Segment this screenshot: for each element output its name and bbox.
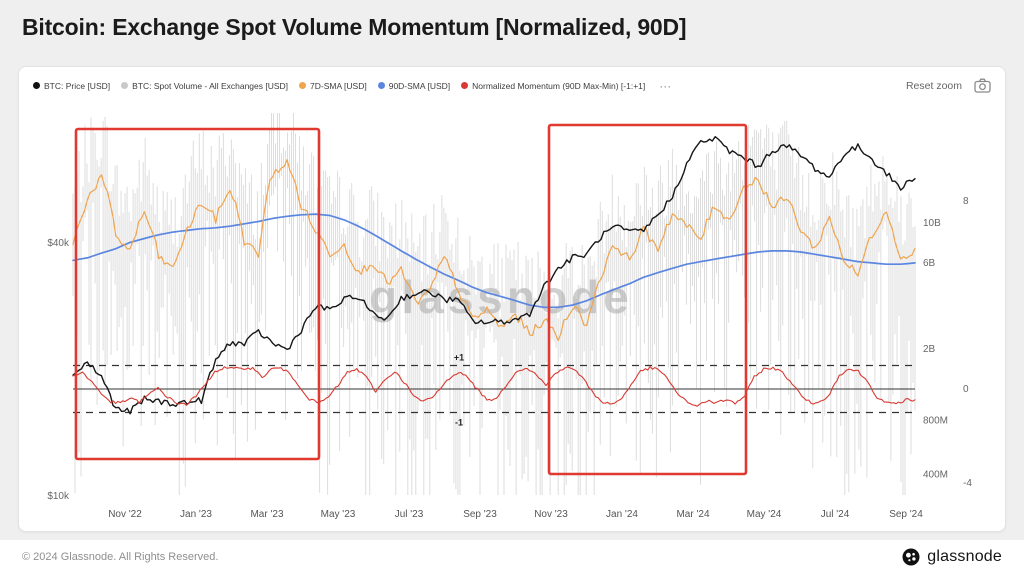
svg-text:Jul '23: Jul '23: [395, 509, 424, 520]
svg-text:Nov '22: Nov '22: [108, 509, 142, 520]
svg-text:10B: 10B: [923, 218, 941, 229]
svg-text:+1: +1: [454, 353, 464, 363]
svg-text:6B: 6B: [923, 258, 936, 269]
legend-dot-icon: [121, 82, 129, 89]
glassnode-logo: glassnode: [902, 548, 1002, 566]
reset-zoom-button[interactable]: Reset zoom: [905, 79, 962, 92]
legend-label: 7D-SMA [USD]: [310, 80, 367, 91]
svg-text:glassnode: glassnode: [369, 271, 633, 323]
svg-text:Jan '23: Jan '23: [180, 509, 212, 520]
brand-wordmark: glassnode: [927, 548, 1002, 565]
svg-text:Mar '24: Mar '24: [676, 509, 709, 520]
svg-text:800M: 800M: [923, 415, 948, 426]
svg-text:Jul '24: Jul '24: [821, 509, 850, 520]
camera-icon[interactable]: [974, 78, 991, 93]
svg-text:May '23: May '23: [321, 509, 356, 520]
legend-label: BTC: Price [USD]: [44, 80, 111, 91]
svg-text:0: 0: [963, 384, 969, 395]
legend-label: BTC: Spot Volume - All Exchanges [USD]: [132, 80, 289, 91]
chart-canvas[interactable]: glassnode +1 -1 $40k $10k 10B 6B 2B 800M 400M 8 0 -4…: [31, 101, 991, 525]
legend-dot-icon: [33, 82, 40, 89]
legend-more-button[interactable]: ···: [659, 78, 672, 93]
svg-text:8: 8: [963, 196, 969, 207]
svg-text:$40k: $40k: [47, 238, 70, 249]
chart-card: BTC: Price [USD] BTC: Spot Volume - All …: [18, 66, 1006, 532]
svg-text:-1: -1: [455, 418, 463, 428]
copyright-text: © 2024 Glassnode. All Rights Reserved.: [22, 551, 219, 563]
legend-item-btc-price[interactable]: BTC: Price [USD]: [33, 81, 110, 91]
legend-label: Normalized Momentum (90D Max-Min) [-1:+1…: [472, 80, 646, 91]
glassnode-logo-icon: [902, 548, 920, 566]
footer: © 2024 Glassnode. All Rights Reserved. g…: [0, 540, 1024, 574]
legend-label: 90D-SMA [USD]: [388, 80, 451, 91]
svg-text:$10k: $10k: [47, 491, 70, 502]
svg-text:May '24: May '24: [747, 509, 782, 520]
chart-controls: Reset zoom: [906, 78, 991, 93]
svg-text:400M: 400M: [923, 470, 948, 481]
svg-text:Jan '24: Jan '24: [606, 509, 638, 520]
chart-legend: BTC: Price [USD] BTC: Spot Volume - All …: [33, 78, 672, 93]
legend-dot-icon: [461, 82, 469, 89]
svg-text:Nov '23: Nov '23: [534, 509, 568, 520]
legend-dot-icon: [299, 82, 307, 89]
legend-item-normalized-momentum[interactable]: Normalized Momentum (90D Max-Min) [-1:+1…: [461, 81, 645, 91]
page-title: Bitcoin: Exchange Spot Volume Momentum […: [22, 14, 687, 40]
svg-text:Sep '23: Sep '23: [463, 509, 497, 520]
chart-toolbar: BTC: Price [USD] BTC: Spot Volume - All …: [19, 67, 1005, 95]
svg-text:2B: 2B: [923, 344, 936, 355]
legend-item-90d-sma[interactable]: 90D-SMA [USD]: [377, 80, 451, 91]
chart-area: glassnode +1 -1 $40k $10k 10B 6B 2B 800M 400M 8 0 -4…: [31, 101, 991, 530]
svg-text:Mar '23: Mar '23: [250, 509, 283, 520]
svg-text:-4: -4: [963, 478, 972, 489]
legend-dot-icon: [377, 82, 385, 89]
legend-item-7d-sma[interactable]: 7D-SMA [USD]: [299, 81, 367, 91]
svg-text:Sep '24: Sep '24: [889, 509, 923, 520]
legend-item-spot-volume[interactable]: BTC: Spot Volume - All Exchanges [USD]: [121, 81, 288, 91]
